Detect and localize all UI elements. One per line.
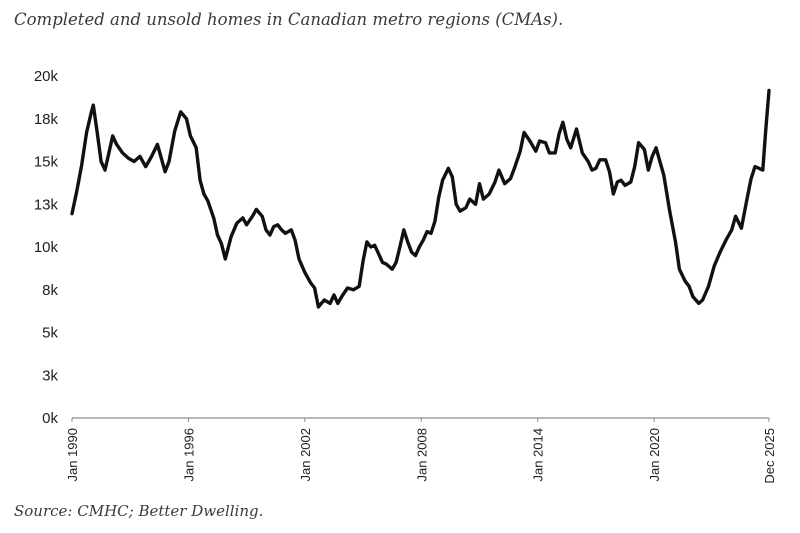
source-note: Source: CMHC; Better Dwelling.: [14, 502, 264, 520]
y-tick-label: 8k: [42, 282, 58, 299]
x-tick-label: Jan 2002: [298, 428, 313, 482]
y-tick-label: 10k: [34, 239, 59, 256]
x-axis: Jan 1990 Jan 1996 Jan 2002 Jan 2008 Jan 2014…: [65, 418, 777, 484]
y-tick-label: 0k: [42, 410, 58, 427]
x-tick-label: Jan 2020: [647, 428, 662, 482]
y-axis: 0k 3k 5k 8k 10k 13k 15k 18k 20k: [34, 68, 59, 427]
y-tick-label: 5k: [42, 325, 58, 342]
y-tick-label: 18k: [34, 111, 59, 128]
y-tick-label: 3k: [42, 367, 58, 384]
x-tick-label: Dec 2025: [762, 428, 777, 484]
x-tick-label: Jan 2014: [531, 428, 546, 482]
x-tick-label: Jan 1990: [65, 428, 80, 482]
series-line: [70, 88, 771, 309]
x-tick-label: Jan 1996: [181, 428, 196, 482]
y-tick-label: 13k: [34, 196, 59, 213]
y-tick-label: 15k: [34, 154, 59, 171]
y-tick-label: 20k: [34, 68, 59, 85]
chart-title: Completed and unsold homes in Canadian m…: [14, 10, 564, 29]
x-tick-label: Jan 2008: [414, 428, 429, 482]
